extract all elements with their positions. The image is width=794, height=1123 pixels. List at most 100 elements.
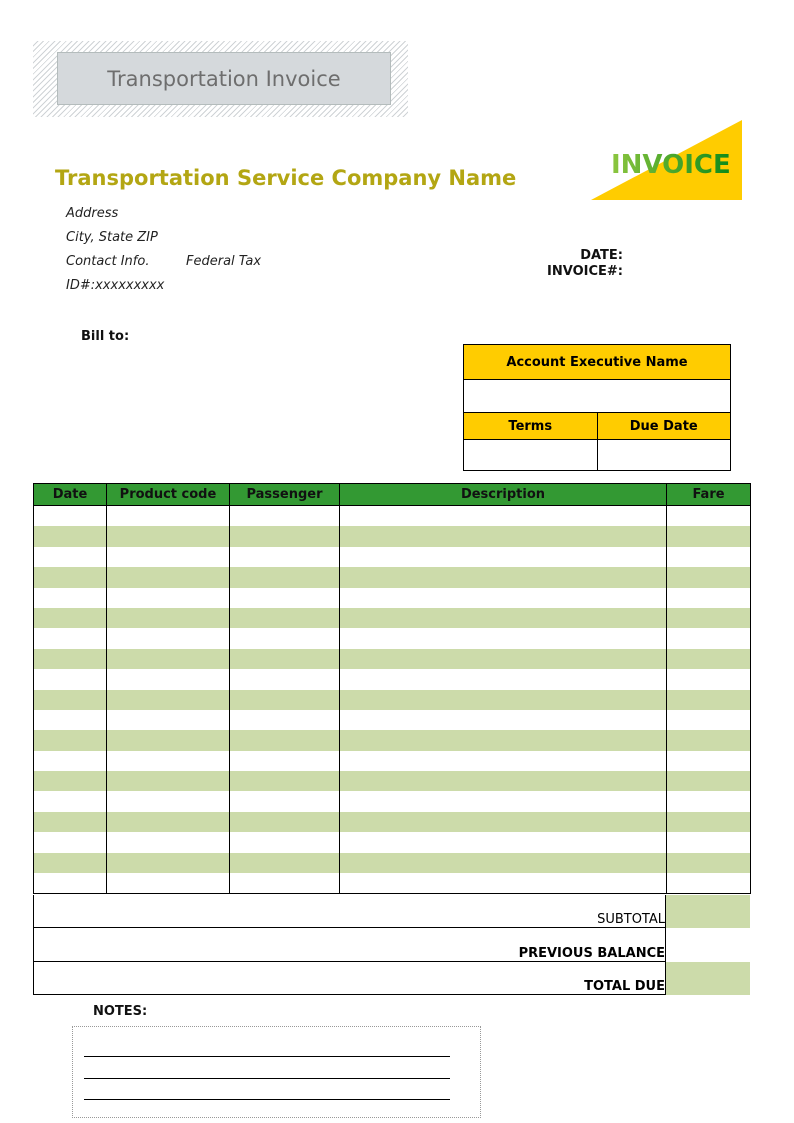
- cell-description[interactable]: [339, 730, 667, 751]
- cell-fare[interactable]: [666, 730, 751, 751]
- cell-fare[interactable]: [666, 873, 751, 895]
- cell-product-code[interactable]: [106, 607, 230, 629]
- cell-passenger[interactable]: [229, 730, 340, 751]
- cell-fare[interactable]: [666, 791, 751, 812]
- cell-description[interactable]: [339, 648, 667, 670]
- cell-description[interactable]: [339, 873, 667, 895]
- cell-description[interactable]: [339, 771, 667, 792]
- cell-fare[interactable]: [666, 607, 751, 629]
- cell-fare[interactable]: [666, 832, 751, 853]
- cell-product-code[interactable]: [106, 709, 230, 731]
- cell-fare[interactable]: [666, 669, 751, 690]
- cell-passenger[interactable]: [229, 669, 340, 690]
- cell-product-code[interactable]: [106, 852, 230, 874]
- total-due-value[interactable]: [666, 962, 750, 995]
- cell-description[interactable]: [339, 587, 667, 608]
- cell-fare[interactable]: [666, 648, 751, 670]
- cell-passenger[interactable]: [229, 791, 340, 812]
- cell-product-code[interactable]: [106, 750, 230, 772]
- subtotal-value[interactable]: [666, 895, 750, 928]
- cell-passenger[interactable]: [229, 567, 340, 588]
- cell-passenger[interactable]: [229, 526, 340, 547]
- cell-description[interactable]: [339, 567, 667, 588]
- cell-description[interactable]: [339, 546, 667, 568]
- previous-balance-value[interactable]: [666, 928, 750, 962]
- cell-date[interactable]: [33, 526, 107, 547]
- cell-product-code[interactable]: [106, 546, 230, 568]
- cell-description[interactable]: [339, 628, 667, 649]
- cell-fare[interactable]: [666, 811, 751, 833]
- cell-fare[interactable]: [666, 546, 751, 568]
- cell-date[interactable]: [33, 607, 107, 629]
- due-date-field[interactable]: [596, 439, 731, 471]
- cell-description[interactable]: [339, 750, 667, 772]
- cell-description[interactable]: [339, 526, 667, 547]
- cell-date[interactable]: [33, 832, 107, 853]
- cell-passenger[interactable]: [229, 689, 340, 710]
- cell-date[interactable]: [33, 791, 107, 812]
- cell-passenger[interactable]: [229, 832, 340, 853]
- cell-product-code[interactable]: [106, 669, 230, 690]
- cell-fare[interactable]: [666, 750, 751, 772]
- cell-date[interactable]: [33, 873, 107, 895]
- cell-fare[interactable]: [666, 567, 751, 588]
- cell-product-code[interactable]: [106, 811, 230, 833]
- cell-date[interactable]: [33, 669, 107, 690]
- cell-product-code[interactable]: [106, 587, 230, 608]
- cell-product-code[interactable]: [106, 648, 230, 670]
- cell-date[interactable]: [33, 771, 107, 792]
- cell-passenger[interactable]: [229, 505, 340, 527]
- notes-box[interactable]: [72, 1026, 481, 1118]
- cell-description[interactable]: [339, 709, 667, 731]
- cell-date[interactable]: [33, 811, 107, 833]
- cell-product-code[interactable]: [106, 628, 230, 649]
- cell-passenger[interactable]: [229, 607, 340, 629]
- cell-date[interactable]: [33, 628, 107, 649]
- cell-product-code[interactable]: [106, 567, 230, 588]
- cell-passenger[interactable]: [229, 811, 340, 833]
- cell-date[interactable]: [33, 567, 107, 588]
- cell-fare[interactable]: [666, 689, 751, 710]
- cell-date[interactable]: [33, 546, 107, 568]
- cell-description[interactable]: [339, 811, 667, 833]
- cell-product-code[interactable]: [106, 526, 230, 547]
- cell-fare[interactable]: [666, 852, 751, 874]
- cell-date[interactable]: [33, 730, 107, 751]
- terms-field[interactable]: [463, 439, 598, 471]
- cell-date[interactable]: [33, 689, 107, 710]
- cell-date[interactable]: [33, 852, 107, 874]
- cell-passenger[interactable]: [229, 771, 340, 792]
- cell-fare[interactable]: [666, 526, 751, 547]
- cell-date[interactable]: [33, 709, 107, 731]
- cell-passenger[interactable]: [229, 852, 340, 874]
- cell-date[interactable]: [33, 750, 107, 772]
- account-executive-field[interactable]: [463, 379, 731, 413]
- cell-passenger[interactable]: [229, 873, 340, 895]
- cell-fare[interactable]: [666, 709, 751, 731]
- cell-passenger[interactable]: [229, 546, 340, 568]
- cell-fare[interactable]: [666, 505, 751, 527]
- cell-passenger[interactable]: [229, 648, 340, 670]
- cell-passenger[interactable]: [229, 628, 340, 649]
- cell-fare[interactable]: [666, 771, 751, 792]
- cell-date[interactable]: [33, 648, 107, 670]
- cell-description[interactable]: [339, 832, 667, 853]
- cell-fare[interactable]: [666, 628, 751, 649]
- cell-fare[interactable]: [666, 587, 751, 608]
- cell-product-code[interactable]: [106, 730, 230, 751]
- cell-product-code[interactable]: [106, 873, 230, 895]
- cell-passenger[interactable]: [229, 709, 340, 731]
- cell-description[interactable]: [339, 607, 667, 629]
- cell-description[interactable]: [339, 669, 667, 690]
- cell-description[interactable]: [339, 852, 667, 874]
- cell-product-code[interactable]: [106, 791, 230, 812]
- cell-description[interactable]: [339, 689, 667, 710]
- cell-product-code[interactable]: [106, 771, 230, 792]
- cell-product-code[interactable]: [106, 505, 230, 527]
- cell-description[interactable]: [339, 791, 667, 812]
- cell-description[interactable]: [339, 505, 667, 527]
- cell-passenger[interactable]: [229, 750, 340, 772]
- cell-product-code[interactable]: [106, 689, 230, 710]
- cell-passenger[interactable]: [229, 587, 340, 608]
- cell-date[interactable]: [33, 587, 107, 608]
